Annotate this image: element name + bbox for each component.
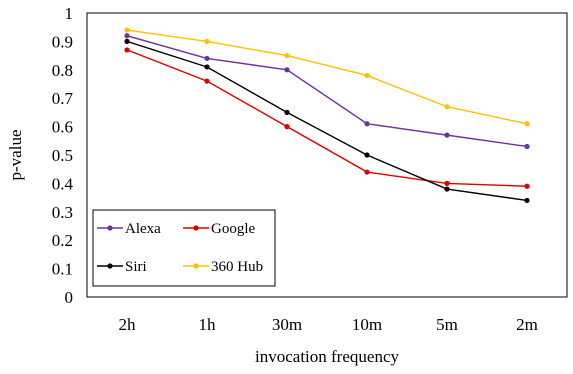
data-point [204,78,210,84]
data-point [364,121,370,127]
data-point [204,64,210,70]
data-point [124,47,130,53]
series-line [126,35,528,148]
x-tick-label: 10m [352,315,382,334]
data-point [524,183,530,189]
data-point [124,33,130,39]
y-tick-label: 0 [65,288,74,307]
x-tick-label: 5m [436,315,458,334]
x-tick-label: 2m [516,315,538,334]
legend-label: 360 Hub [211,259,263,275]
legend-label: Siri [125,259,147,275]
y-tick-label: 0.9 [52,32,73,51]
legend-item: 360 Hub [183,259,263,275]
data-point [124,27,130,33]
x-axis-ticks: 2h 1h 30m 10m 5m 2m [119,315,538,334]
series-lines [124,27,530,204]
legend-marker [107,225,113,231]
series-siri [124,38,530,204]
legend-marker [107,263,113,269]
legend-marker [193,225,199,231]
data-point [364,169,370,175]
legend-label: Alexa [125,221,161,237]
series-360-hub [124,27,530,127]
legend-label: Google [211,221,256,237]
series-line [126,40,528,202]
legend-item: Alexa [97,221,161,237]
data-point [364,152,370,158]
y-tick-label: 0.8 [52,61,73,80]
data-point [444,104,450,110]
y-tick-label: 1 [65,4,74,23]
x-axis-title: invocation frequency [255,347,399,366]
data-point [524,143,530,150]
data-point [444,186,450,192]
data-point [204,55,210,62]
x-tick-label: 1h [199,315,217,334]
y-axis-title: p-value [6,130,25,181]
data-point [524,121,530,127]
series-alexa [124,33,530,150]
series-google [124,47,530,189]
legend: Alexa Google Siri 360 Hub [92,209,276,287]
y-axis-ticks: 0 0.1 0.2 0.3 0.4 0.5 0.6 0.7 0.8 0.9 1 [52,4,74,307]
plot-area [86,12,568,298]
y-tick-label: 0.4 [52,174,74,193]
data-point [444,132,450,138]
series-line [126,29,528,125]
legend-item: Google [183,221,256,237]
y-tick-label: 0.7 [52,89,74,108]
legend-marker [193,263,199,269]
data-point [364,72,370,79]
y-tick-label: 0.3 [52,203,73,222]
series-line [126,49,528,187]
data-point [204,38,210,45]
x-tick-label: 2h [119,315,137,334]
data-point [524,197,530,204]
data-point [124,38,130,45]
y-tick-label: 0.6 [52,118,73,137]
legend-item: Siri [97,259,147,275]
y-tick-label: 0.5 [52,146,73,165]
legend-box [92,209,276,287]
y-tick-label: 0.2 [52,231,73,250]
y-tick-label: 0.1 [52,260,73,279]
data-point [284,109,290,115]
data-point [284,53,290,59]
data-point [284,124,290,130]
data-point [444,180,450,186]
data-point [284,67,290,73]
x-tick-label: 30m [272,315,302,334]
